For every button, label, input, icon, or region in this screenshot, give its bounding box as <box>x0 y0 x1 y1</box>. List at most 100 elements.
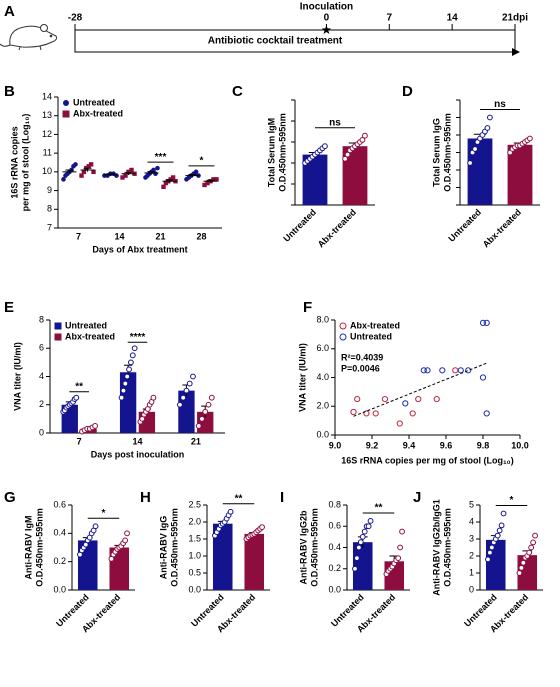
data-point <box>129 352 136 359</box>
data-point <box>150 394 157 401</box>
panel-letter: J <box>413 489 421 506</box>
legend-marker <box>54 322 62 330</box>
y-tick-label: 0.6 <box>53 499 66 509</box>
data-point <box>367 518 374 524</box>
y-tick-label: 0.2 <box>328 563 341 573</box>
x-tick-label: 7 <box>76 231 81 241</box>
data-point <box>211 177 216 182</box>
data-point <box>177 401 183 408</box>
data-point <box>170 175 176 180</box>
data-point <box>399 528 405 535</box>
data-point <box>205 180 210 186</box>
data-point <box>496 527 503 534</box>
data-point <box>163 180 169 186</box>
data-point <box>118 394 125 401</box>
x-tick-label: 9.2 <box>366 440 379 450</box>
data-point <box>180 394 187 401</box>
legend-marker <box>339 322 347 330</box>
error-bar <box>147 171 156 175</box>
data-point <box>354 395 361 403</box>
y-axis-label: O.D.450nm-595nm <box>442 508 452 587</box>
y-axis-label: Anti-RABV IgM <box>23 516 33 580</box>
data-point <box>395 555 402 562</box>
data-point <box>357 539 364 546</box>
y-tick-label: 10 <box>42 166 52 176</box>
data-point <box>488 544 495 551</box>
data-point <box>365 523 372 530</box>
data-point <box>122 380 129 387</box>
data-point <box>92 423 98 429</box>
y-axis-label: Anti-RABV IgG2b/IgG1 <box>431 499 441 596</box>
data-point <box>479 374 487 381</box>
data-point <box>467 160 473 166</box>
x-tick-label: Abx-treated <box>481 207 523 249</box>
data-point <box>520 559 527 566</box>
y-axis-label: Total Serum IgM <box>266 118 276 187</box>
timeline-arrow <box>74 30 520 56</box>
x-axis-label: Days post inoculation <box>91 449 185 459</box>
data-point <box>528 544 535 551</box>
y-axis-label: 16S rRNA copies <box>9 126 19 198</box>
y-axis-label: VNA titer (IU/ml) <box>12 342 22 411</box>
y-tick-label: 0.4 <box>328 542 341 552</box>
data-point <box>415 395 422 403</box>
panel-letter: G <box>4 489 16 506</box>
panel-letter: D <box>402 83 413 100</box>
data-point <box>527 135 533 142</box>
data-point <box>128 359 134 366</box>
data-point <box>532 532 538 539</box>
trend-line <box>353 362 487 417</box>
data-point <box>530 539 537 546</box>
data-point <box>120 175 125 180</box>
y-tick-label: 0.0 <box>316 429 329 439</box>
data-point <box>494 532 501 539</box>
bar <box>485 539 506 590</box>
data-point <box>195 423 202 429</box>
data-point <box>129 167 134 173</box>
y-tick-label: 0.0 <box>53 584 66 594</box>
y-tick-label: 0.8 <box>328 499 341 509</box>
data-point <box>123 173 128 178</box>
data-point <box>484 125 491 131</box>
panel-letter: H <box>140 489 151 506</box>
data-point <box>259 524 265 530</box>
x-tick-label: 10.0 <box>511 440 529 450</box>
x-tick-label: Untreated <box>281 207 318 244</box>
x-tick-label: 7 <box>77 436 82 446</box>
y-axis-label: O.D.450nm-595nm <box>277 113 287 192</box>
data-point <box>161 184 166 190</box>
significance-label: * <box>200 155 204 166</box>
y-tick-label: 0.5 <box>188 567 201 577</box>
error-bar <box>65 169 74 174</box>
y-tick-label: 3 <box>469 533 474 543</box>
data-point <box>402 400 409 407</box>
data-point <box>465 367 472 374</box>
bar <box>244 533 265 590</box>
mouse-icon <box>0 24 57 51</box>
y-tick-label: 2.0 <box>316 401 329 411</box>
data-point <box>214 177 219 182</box>
x-tick-label: 9.8 <box>477 440 490 450</box>
x-tick-label: Abx-treated <box>316 207 358 249</box>
data-point <box>322 143 328 150</box>
data-point <box>88 162 94 167</box>
data-point <box>183 387 190 394</box>
error-bar <box>188 173 197 177</box>
panel-letter: F <box>303 299 312 316</box>
legend-label: Untreated <box>65 320 107 330</box>
data-point <box>120 387 127 394</box>
data-point <box>124 530 130 537</box>
panel-letter: B <box>4 83 15 100</box>
data-point <box>124 373 131 380</box>
x-axis-label: Days of Abx treatment <box>92 244 187 254</box>
y-axis-label: O.D.450nm-595nm <box>309 508 319 587</box>
data-point <box>202 408 209 415</box>
y-tick-label: 0.0 <box>328 584 341 594</box>
y-axis-label: O.D.450nm-595nm <box>442 113 452 192</box>
data-point <box>483 319 490 326</box>
y-tick-label: 1 <box>469 567 474 577</box>
data-point <box>359 137 366 143</box>
data-point <box>350 408 357 416</box>
data-point <box>372 410 379 417</box>
